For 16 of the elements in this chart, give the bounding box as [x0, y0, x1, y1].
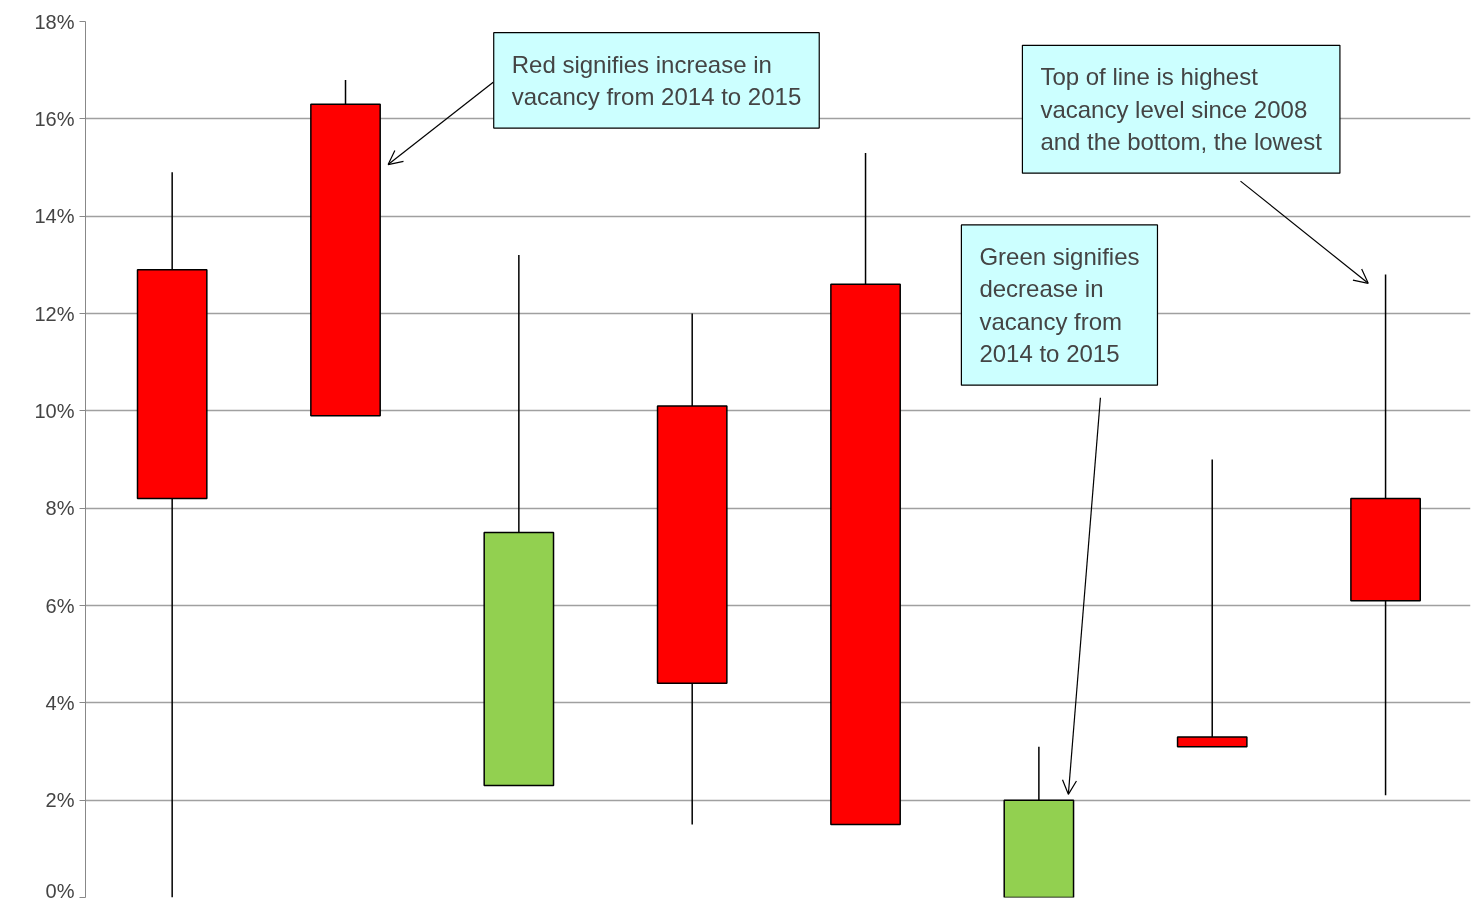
- y-tick-label: 18%: [34, 10, 75, 33]
- y-tick-label: 4%: [45, 691, 75, 714]
- candlestick: [136, 171, 208, 898]
- y-tick-label: 8%: [45, 497, 75, 520]
- y-tick-label: 10%: [34, 399, 75, 422]
- candlestick: [656, 312, 728, 826]
- annotation: Top of line is highest vacancy level since 2008 and the bottom, the lowest: [1040, 63, 1323, 156]
- candlestick: [1350, 273, 1421, 797]
- y-tick-label: 12%: [34, 302, 75, 325]
- annotation: Red signifies increase in vacancy from 2014 to 2015: [511, 50, 802, 111]
- y-tick-label: 6%: [45, 594, 75, 617]
- y-tick-label: 14%: [34, 205, 75, 228]
- y-tick-label: 2%: [45, 789, 75, 812]
- y-tick-label: 0%: [45, 879, 75, 901]
- annotation: Green signifies decrease in vacancy from 2014 to 2015: [979, 242, 1140, 368]
- y-tick-label: 16%: [34, 107, 75, 130]
